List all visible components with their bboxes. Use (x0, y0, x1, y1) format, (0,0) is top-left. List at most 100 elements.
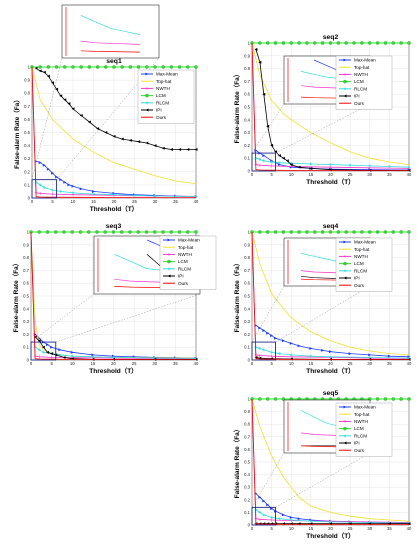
x-tick-label: 40 (194, 199, 199, 204)
y-tick-label: 0.1 (244, 156, 250, 161)
series-marker-rlcm (59, 189, 63, 193)
series-marker-max-mean (266, 503, 270, 507)
series-marker-ipi (34, 66, 38, 70)
legend-label: RLCM (354, 268, 367, 273)
legend-label: LCM (354, 426, 364, 431)
y-tick-label: 0.2 (244, 332, 250, 337)
y-tick-label: 0.3 (244, 319, 250, 324)
zoom-region-box (30, 341, 57, 361)
x-tick-label: 0 (251, 526, 254, 531)
series-marker-ipi (46, 350, 49, 354)
series-marker-lcm (87, 230, 91, 234)
x-tick-label: 20 (111, 361, 116, 366)
legend-label: NWTH (354, 254, 368, 259)
legend-marker-ipi (145, 108, 149, 112)
series-marker-nwth (270, 164, 274, 168)
x-tick-label: 5 (51, 199, 54, 204)
legend-marker-max-mean (343, 405, 347, 409)
series-marker-max-mean (274, 336, 278, 340)
legend-marker-nwth (343, 419, 347, 423)
series-marker-rlcm (277, 352, 281, 356)
series-marker-lcm (169, 65, 174, 69)
y-tick-label: 0.4 (244, 472, 250, 477)
series-marker-ipi (262, 92, 266, 96)
series-marker-max-mean (63, 180, 67, 184)
legend-label: Ours (354, 448, 365, 453)
y-tick-label: 0.9 (244, 53, 250, 58)
series-marker-lcm (273, 230, 278, 234)
inset-connector (55, 293, 201, 343)
legend-label: IPI (178, 274, 184, 279)
series-marker-lcm (407, 41, 411, 45)
series-marker-max-mean (70, 350, 74, 354)
series-marker-lcm (112, 65, 116, 69)
legend-label: NWTH (354, 72, 368, 77)
series-marker-ipi (153, 144, 157, 148)
series-marker-lcm (265, 230, 270, 234)
x-tick-label: 35 (387, 361, 392, 366)
legend-marker-nwth (145, 86, 149, 90)
y-tick-label: 0.7 (24, 104, 30, 109)
series-marker-max-mean (71, 184, 75, 188)
legend: Max-Mean Top-hat NWTH LCM RLCM IPI Ours (335, 55, 393, 110)
series-marker-lcm (194, 65, 198, 69)
series-marker-nwth (258, 354, 262, 358)
x-tick-label: 20 (328, 172, 333, 177)
series-marker-ipi (50, 352, 54, 356)
series-marker-ipi (281, 156, 285, 160)
series-marker-nwth (258, 163, 262, 167)
series-marker-rlcm (254, 508, 258, 512)
x-tick-label: 25 (348, 172, 353, 177)
legend-label: Max-Mean (156, 72, 178, 77)
legend-label: IPI (156, 108, 162, 113)
chart-title: seq4 (323, 223, 339, 230)
x-tick-label: 30 (153, 199, 158, 204)
x-tick-label: 10 (289, 172, 294, 177)
series-marker-nwth (50, 355, 54, 359)
series-marker-max-mean (289, 515, 293, 519)
series-marker-ipi (289, 163, 293, 167)
series-marker-ipi (51, 81, 54, 85)
y-tick-label: 0.8 (24, 91, 30, 96)
series-marker-lcm (103, 230, 108, 234)
x-tick-label: 40 (407, 361, 412, 366)
series-line-top-hat (251, 231, 410, 356)
series-marker-ipi (128, 138, 132, 142)
series-marker-lcm (399, 397, 403, 401)
y-tick-label: 0 (27, 358, 30, 363)
legend-marker-lcm (343, 79, 347, 84)
series-marker-nwth (329, 165, 332, 169)
series-marker-lcm (320, 230, 325, 234)
legend-label: NWTH (178, 252, 192, 257)
series-marker-rlcm (407, 356, 411, 360)
series-marker-lcm (63, 65, 67, 69)
series-marker-max-mean (79, 187, 83, 191)
inset-line-rlcm (80, 15, 141, 36)
legend-marker-lcm (343, 426, 347, 431)
x-tick-label: 5 (270, 172, 273, 177)
series-marker-rlcm (289, 161, 293, 165)
y-tick-label: 0.1 (23, 345, 29, 350)
series-marker-rlcm (112, 193, 116, 197)
series-marker-lcm (383, 230, 388, 234)
x-tick-label: 35 (173, 199, 178, 204)
series-marker-lcm (297, 41, 301, 45)
y-tick-label: 0.6 (244, 92, 250, 97)
legend-label: Max-Mean (354, 240, 376, 245)
y-tick-label: 0.3 (23, 319, 29, 324)
legend-label: IPI (354, 441, 360, 446)
y-tick-label: 0.3 (244, 130, 250, 135)
chart-panel-1: 0 5 10 15 20 25 30 35 4000.10.20.30.40.50.60.70.… (13, 4, 199, 213)
x-tick-label: 30 (152, 361, 157, 366)
y-tick-label: 0.8 (244, 422, 250, 427)
x-tick-label: 25 (132, 199, 137, 204)
x-tick-label: 0 (251, 361, 254, 366)
y-tick-label: 1 (248, 397, 251, 402)
series-marker-lcm (265, 397, 270, 401)
x-tick-label: 40 (407, 526, 412, 531)
series-marker-lcm (375, 397, 380, 401)
series-marker-max-mean (42, 163, 46, 167)
series-marker-lcm (391, 397, 396, 401)
y-tick-label: 0.6 (244, 447, 250, 452)
series-marker-rlcm (270, 350, 274, 354)
